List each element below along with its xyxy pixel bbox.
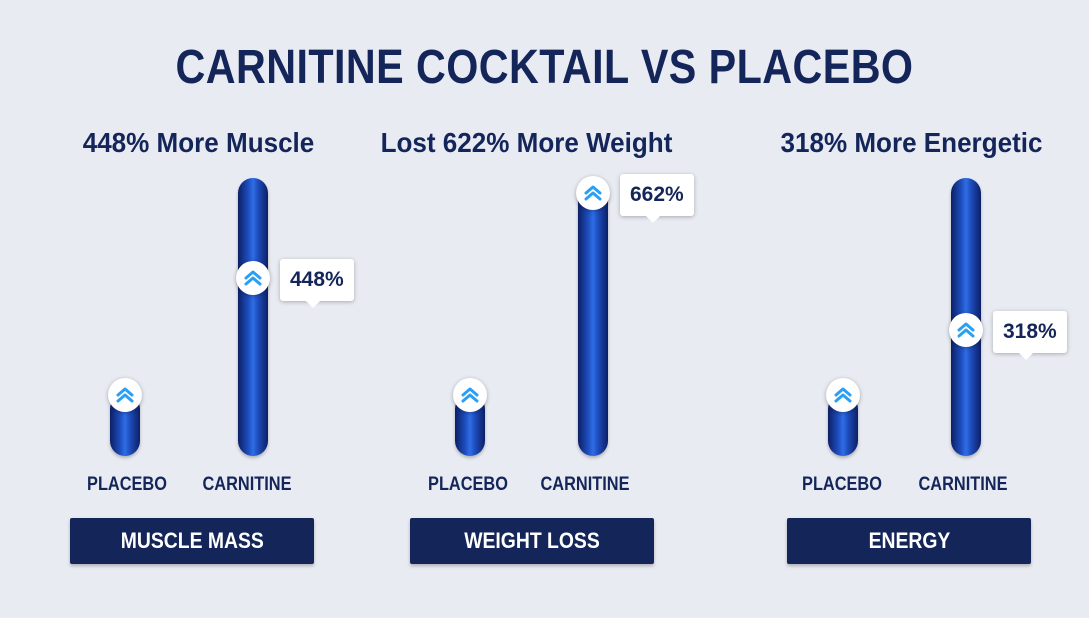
category-button-label: WEIGHT LOSS [464, 528, 600, 553]
category-button-label: MUSCLE MASS [120, 528, 264, 553]
chart-subtitle: 448% More Muscle [82, 127, 315, 158]
double-chevron-up-icon [826, 378, 860, 412]
chart-subtitle: 318% More Energetic [780, 127, 1043, 158]
category-label: PLACEBO [87, 474, 167, 495]
value-callout: 318% [993, 311, 1067, 360]
double-chevron-up-icon [949, 313, 983, 347]
double-chevron-up-icon [236, 261, 270, 295]
category-label: PLACEBO [428, 474, 508, 495]
chart-subtitle: Lost 622% More Weight [380, 127, 673, 158]
value-callout: 662% [620, 174, 694, 223]
bar-carnitine [238, 178, 268, 456]
category-label: CARNITINE [918, 474, 1008, 495]
page-title: CARNITINE COCKTAIL VS PLACEBO [175, 41, 914, 94]
double-chevron-up-icon [576, 176, 610, 210]
double-chevron-up-icon [108, 378, 142, 412]
category-label: PLACEBO [802, 474, 882, 495]
category-label: CARNITINE [540, 474, 630, 495]
bar-carnitine [578, 178, 608, 456]
category-button-label: ENERGY [868, 528, 950, 553]
category-label: CARNITINE [202, 474, 292, 495]
value-callout: 448% [280, 259, 354, 308]
category-button[interactable]: WEIGHT LOSS [410, 518, 654, 564]
category-button[interactable]: ENERGY [787, 518, 1031, 564]
double-chevron-up-icon [453, 378, 487, 412]
category-button[interactable]: MUSCLE MASS [70, 518, 314, 564]
